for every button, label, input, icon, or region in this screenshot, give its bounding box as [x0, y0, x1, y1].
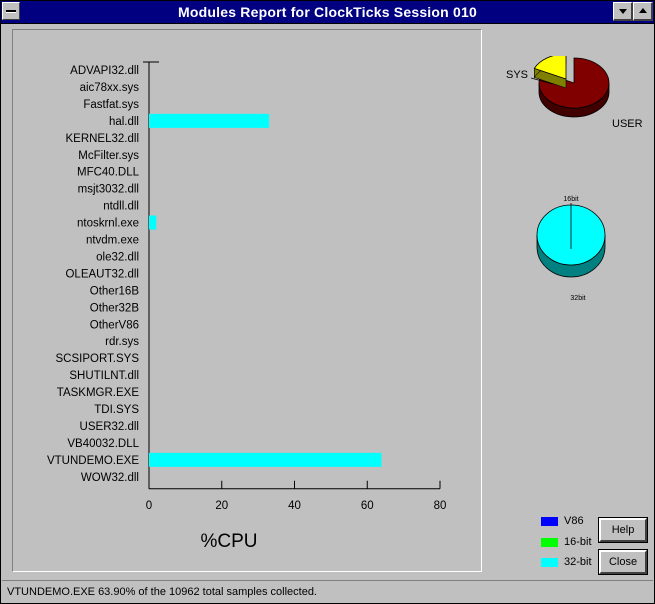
pie-slice-USER	[538, 57, 610, 109]
legend-label-32bit: 32-bit	[564, 556, 592, 568]
minimize-button[interactable]	[613, 2, 633, 21]
sys-user-pie-chart: SYS USER	[506, 56, 643, 130]
legend-label-v86: V86	[564, 515, 584, 527]
chart-panel	[12, 29, 482, 572]
legend-swatch-32bit	[541, 558, 558, 567]
help-button[interactable]: Help	[598, 517, 648, 543]
system-menu-icon	[6, 10, 16, 12]
window-title: Modules Report for ClockTicks Session 01…	[178, 4, 477, 20]
triangle-up-icon	[639, 8, 647, 13]
pie-label-user: USER	[612, 118, 643, 130]
triangle-down-icon	[619, 9, 627, 14]
maximize-button[interactable]	[633, 2, 653, 21]
status-bar: VTUNDEMO.EXE 63.90% of the 10962 total s…	[2, 580, 653, 601]
close-button[interactable]: Close	[598, 549, 648, 575]
pie-label-sys: SYS	[506, 69, 528, 81]
legend-swatch-16bit	[541, 538, 558, 547]
system-menu-box[interactable]	[2, 2, 20, 20]
pie-label-16bit: 16bit	[563, 196, 578, 203]
legend-swatch-v86	[541, 517, 558, 526]
bitness-pie-chart: 16bit 32bit	[536, 196, 606, 302]
legend-label-16bit: 16-bit	[564, 536, 592, 548]
sys-leader-line	[530, 77, 554, 85]
pie-label-32bit: 32bit	[570, 295, 585, 302]
status-text: VTUNDEMO.EXE 63.90% of the 10962 total s…	[7, 586, 317, 598]
title-bar[interactable]: Modules Report for ClockTicks Session 01…	[1, 1, 654, 24]
pie-slice-SYS	[533, 56, 567, 80]
